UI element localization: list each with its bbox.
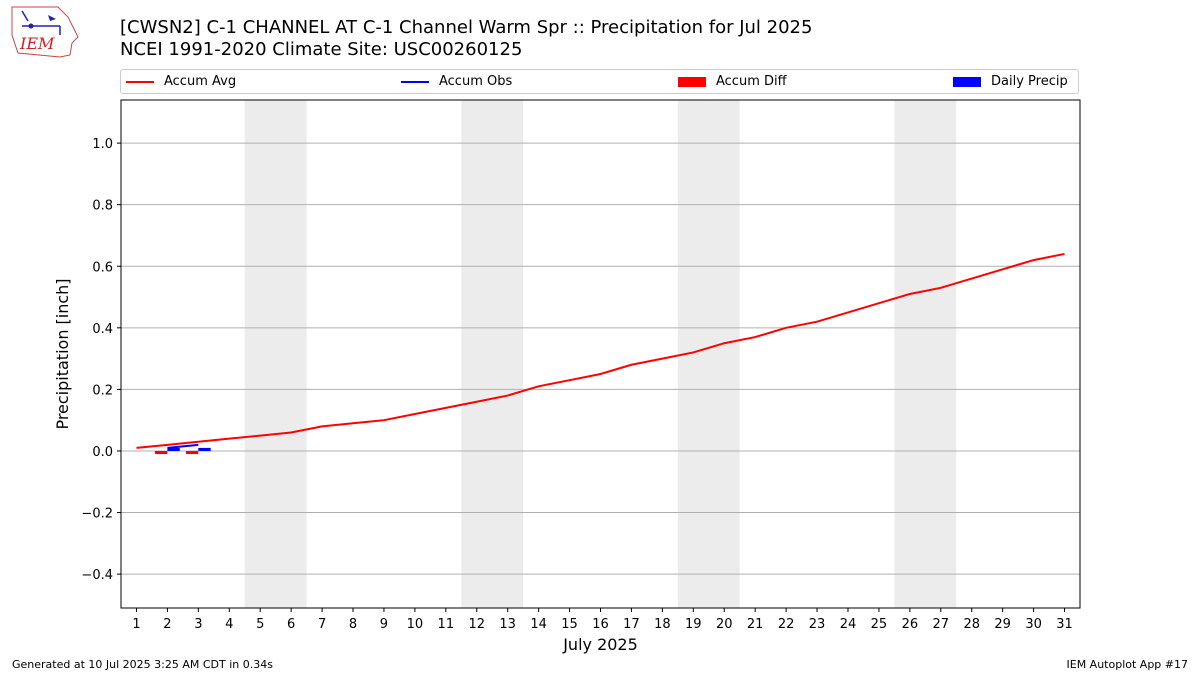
daily-precip-bar xyxy=(198,447,211,451)
x-tick-label: 12 xyxy=(468,617,485,632)
chart-subtitle: NCEI 1991-2020 Climate Site: USC00260125 xyxy=(120,39,523,60)
bars-group xyxy=(155,447,211,455)
legend-item-accum-obs: Accum Obs xyxy=(401,70,512,93)
x-tick-label: 9 xyxy=(380,617,388,632)
legend-swatch-accum-obs xyxy=(401,80,429,83)
y-tick-label: −0.2 xyxy=(81,507,113,522)
x-tick-label: 7 xyxy=(318,617,326,632)
y-tick-label: 0.8 xyxy=(92,199,113,214)
accum-obs-line xyxy=(167,443,199,449)
legend-swatch-accum-diff xyxy=(678,76,706,87)
iem-logo: IEM xyxy=(8,5,80,59)
x-tick-label: 31 xyxy=(1056,617,1073,632)
y-tick-label: 1.0 xyxy=(92,137,113,152)
accum-avg-line xyxy=(136,252,1065,449)
x-tick-label: 6 xyxy=(287,617,295,632)
y-tick-label: 0.2 xyxy=(92,383,113,398)
chart-title: [CWSN2] C-1 CHANNEL AT C-1 Channel Warm … xyxy=(120,17,813,38)
weekend-band xyxy=(244,100,307,608)
x-tick-label: 2 xyxy=(163,617,171,632)
accum-diff-bar xyxy=(185,450,199,455)
x-tick-label: 28 xyxy=(963,617,980,632)
x-tick-label: 30 xyxy=(1025,617,1042,632)
accum-diff-bar xyxy=(155,450,168,455)
gridlines-group xyxy=(121,142,1080,575)
x-tick-label: 20 xyxy=(716,617,733,632)
legend-swatch-accum-avg xyxy=(126,80,154,83)
lines-group xyxy=(136,252,1065,449)
x-tick-label: 21 xyxy=(747,617,764,632)
weekend-shading-group xyxy=(244,100,957,608)
x-axis: 1 2 3 4 5 6 7 8 9 10 11 12 13 14 15 16 17 18 19 20 21 22 23 24 2… xyxy=(132,608,1073,632)
x-tick-label: 16 xyxy=(592,617,609,632)
x-tick-label: 23 xyxy=(809,617,826,632)
x-tick-label: 8 xyxy=(349,617,357,632)
chart-legend: Accum Avg Accum Obs Accum Diff Daily Pre… xyxy=(120,69,1079,94)
y-axis: −0.4 −0.2 0.0 0.2 0.4 0.6 0.8 1.0 xyxy=(81,137,121,583)
x-tick-label: 13 xyxy=(499,617,516,632)
x-tick-label: 29 xyxy=(994,617,1011,632)
x-tick-label: 18 xyxy=(654,617,671,632)
x-tick-label: 11 xyxy=(438,617,455,632)
x-tick-label: 27 xyxy=(933,617,950,632)
app-credit: IEM Autoplot App #17 xyxy=(1066,658,1189,671)
x-axis-label: July 2025 xyxy=(562,635,638,654)
daily-precip-bar xyxy=(167,447,180,451)
legend-item-accum-diff: Accum Diff xyxy=(678,70,787,93)
legend-swatch-daily-precip xyxy=(953,76,981,87)
legend-item-accum-avg: Accum Avg xyxy=(126,70,236,93)
weekend-band xyxy=(894,100,957,608)
legend-label-accum-diff: Accum Diff xyxy=(716,74,787,89)
legend-label-accum-obs: Accum Obs xyxy=(439,74,513,89)
y-tick-label: 0.0 xyxy=(92,445,113,460)
x-tick-label: 19 xyxy=(685,617,702,632)
x-tick-label: 5 xyxy=(256,617,264,632)
iem-logo-graphic: IEM xyxy=(11,6,79,58)
x-tick-label: 15 xyxy=(561,617,578,632)
x-tick-label: 22 xyxy=(778,617,795,632)
x-tick-label: 25 xyxy=(871,617,888,632)
y-tick-label: 0.6 xyxy=(92,260,113,275)
legend-label-accum-avg: Accum Avg xyxy=(164,74,237,89)
x-tick-label: 10 xyxy=(407,617,424,632)
legend-item-daily-precip: Daily Precip xyxy=(953,70,1068,93)
x-tick-label: 1 xyxy=(132,617,140,632)
y-tick-label: −0.4 xyxy=(81,568,113,583)
generated-timestamp: Generated at 10 Jul 2025 3:25 AM CDT in … xyxy=(12,658,273,671)
x-tick-label: 17 xyxy=(623,617,640,632)
x-tick-label: 3 xyxy=(194,617,202,632)
legend-label-daily-precip: Daily Precip xyxy=(991,74,1068,89)
logo-text: IEM xyxy=(19,34,55,53)
weekend-band xyxy=(461,100,524,608)
x-tick-label: 4 xyxy=(225,617,233,632)
x-tick-label: 24 xyxy=(840,617,857,632)
y-tick-label: 0.4 xyxy=(92,322,113,337)
x-tick-label: 14 xyxy=(530,617,547,632)
x-tick-label: 26 xyxy=(902,617,919,632)
y-axis-label: Precipitation [inch] xyxy=(53,278,72,429)
